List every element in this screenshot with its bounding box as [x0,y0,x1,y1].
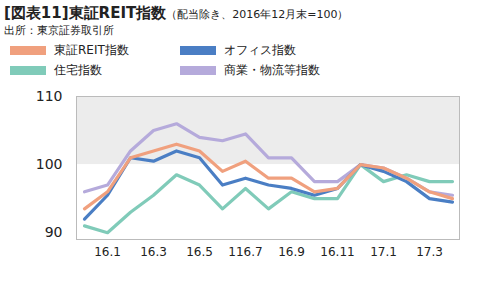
svg-text:16.3: 16.3 [140,245,167,259]
svg-text:16.5: 16.5 [186,245,213,259]
html-text:住宅指数: 住宅指数 [54,63,102,77]
html-text:出所：東京証券取引所: 出所：東京証券取引所 [4,24,114,37]
html-text:東証REIT指数: 東証REIT指数 [54,43,129,57]
svg-text:17.3: 17.3 [416,245,443,259]
svg-text:16.1: 16.1 [94,245,121,259]
svg-text:17.1: 17.1 [370,245,397,259]
html-text:[図表11]東証REIT指数（配当除き、2016年12月末=: [図表11]東証REIT指数（配当除き、2016年12月末=100） [4,4,349,22]
svg-text:100: 100 [36,156,63,172]
svg-text:16.9: 16.9 [278,245,305,259]
svg-text:110: 110 [36,88,63,104]
svg-text:16.11: 16.11 [320,245,354,259]
html-text:商業・物流等指数: 商業・物流等指数 [224,63,320,77]
html-text:オフィス指数: オフィス指数 [224,43,296,57]
svg-text:116.7: 116.7 [228,245,262,259]
svg-text:90: 90 [45,224,63,240]
